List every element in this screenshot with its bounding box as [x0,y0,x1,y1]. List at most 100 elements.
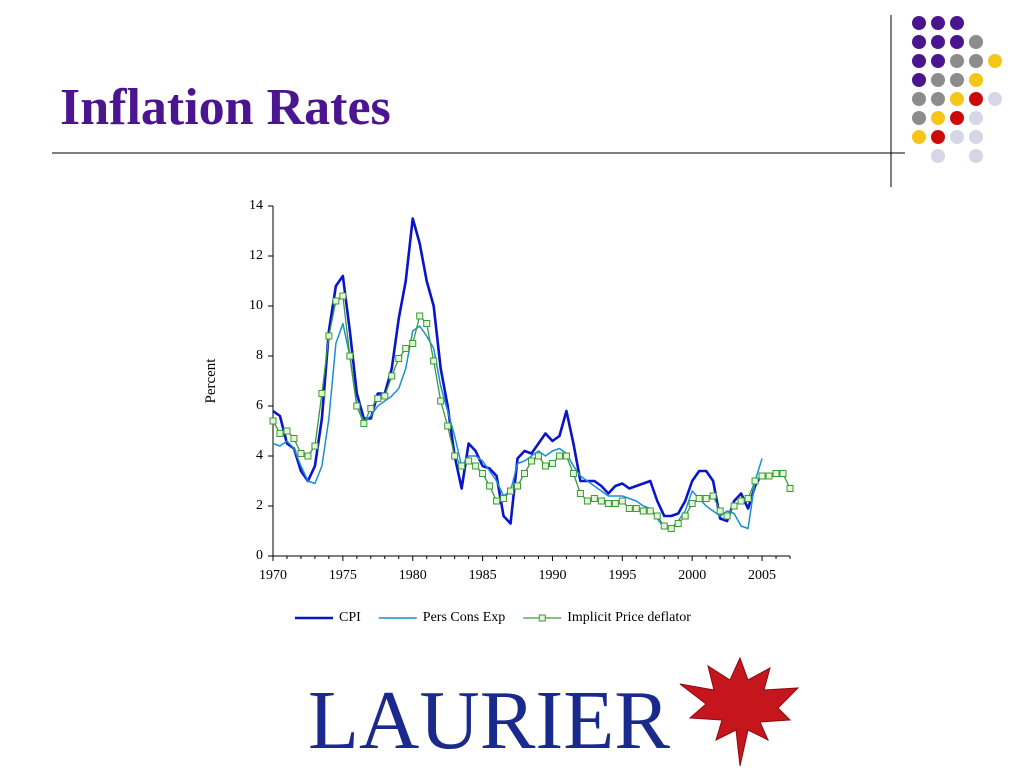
dot [950,54,964,68]
y-axis-label: Percent [203,358,219,404]
series-marker [534,452,542,460]
series-marker [430,357,438,365]
dot [988,54,1002,68]
series-marker [500,495,508,502]
series-marker [730,502,738,510]
series-marker [702,495,710,502]
legend-marker [538,614,546,622]
series-marker [695,495,703,502]
x-tick-label: 1975 [329,568,357,583]
dot [931,16,945,30]
x-tick-label: 1990 [538,568,566,583]
series-marker [472,462,480,470]
series-marker [395,355,403,362]
series-marker [290,435,298,442]
series-line [272,217,764,525]
series-marker [618,497,626,505]
series-marker [723,512,731,520]
y-tick-label: 0 [256,548,263,563]
series-marker [583,497,591,505]
y-tick-label: 8 [256,348,263,363]
series-marker [653,512,661,520]
series-marker [507,487,515,495]
x-tick-label: 2005 [748,568,776,583]
dot [912,16,926,30]
series-marker [423,320,431,327]
logo-text: LAURIER [308,674,670,767]
dot [931,73,945,87]
series-marker [297,450,305,457]
chart: 0 2 4 6 8 10 12 14 1970 1975 1980 1985 1990 1995 2000 2… [203,198,794,625]
dot [912,73,926,87]
series-marker [416,312,424,320]
series-marker [318,390,326,397]
maple-leaf [679,656,800,767]
series-marker [339,292,347,300]
y-tick-label: 4 [256,448,263,463]
dot [912,54,926,68]
series-marker [674,520,682,527]
slide-title: Inflation Rates [60,79,391,136]
series-marker [276,430,284,437]
x-tick-label: 1985 [469,568,497,583]
y-tick-label: 2 [256,498,263,513]
series-marker [493,497,501,505]
series-marker [479,470,487,477]
y-tick-label: 14 [249,198,263,213]
series-marker [360,420,368,427]
series-marker [709,492,717,500]
series-marker [367,405,375,412]
series-marker [555,452,563,460]
dot [988,92,1002,106]
dot [931,54,945,68]
series-marker [353,402,361,410]
series-marker [541,462,549,470]
dot [950,16,964,30]
dot-pattern [912,16,1002,163]
series-marker [458,462,466,470]
series-marker [381,392,389,400]
dot [950,35,964,49]
series-marker [486,482,494,490]
series-marker [346,352,354,360]
legend-label: Pers Cons Exp [423,610,505,625]
series-marker [639,507,647,515]
y-tick-label: 12 [249,248,263,263]
series-marker [688,500,696,507]
series-marker [332,297,340,305]
x-tick-label: 1995 [608,568,636,583]
dot [950,92,964,106]
series-marker [514,482,522,490]
dot [912,92,926,106]
dot [931,92,945,106]
series-marker [779,470,787,477]
series-marker [765,472,773,480]
series-marker [465,457,473,465]
series-marker [611,500,619,507]
series-marker [548,460,556,467]
series-marker [402,345,410,352]
series-marker [451,452,459,460]
dot [969,111,983,125]
dot [950,111,964,125]
series-marker [646,507,654,515]
series-marker [660,522,668,530]
series-marker [283,427,291,435]
series-marker [528,457,535,465]
dot [931,130,945,144]
series-marker [304,452,312,460]
x-tick-label: 2000 [678,568,706,583]
series-marker [786,485,794,492]
series-marker [409,340,417,347]
series-marker [751,477,759,485]
series-marker [444,422,452,430]
series-marker [716,507,724,515]
y-tick-label: 6 [256,398,263,413]
dot [931,111,945,125]
series-marker [590,495,598,502]
dot [969,73,983,87]
series-marker [269,417,277,425]
series-marker [772,470,780,477]
series-marker [597,497,605,505]
dot [969,92,983,106]
